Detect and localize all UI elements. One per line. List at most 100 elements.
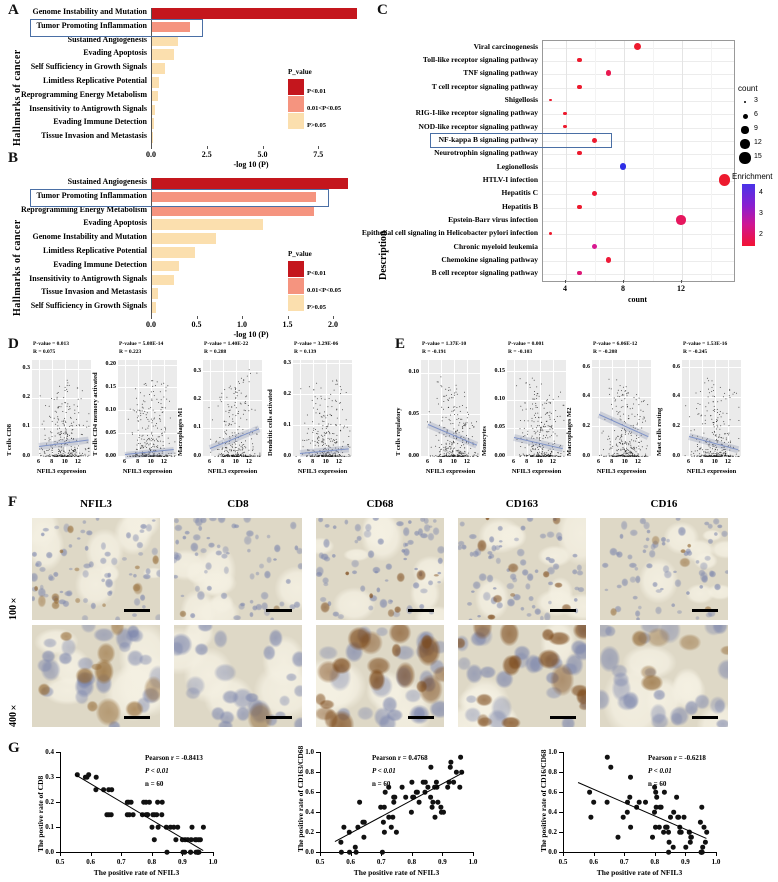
scatter-stats: P-value = 5.08E-14	[119, 341, 164, 347]
count-legend-dot	[742, 113, 748, 119]
y-tick-label: 0.3	[22, 365, 31, 372]
gridline-v	[222, 360, 224, 456]
x-tick-label: 0.0	[146, 150, 156, 159]
count-legend-label: 9	[754, 125, 758, 132]
bar	[152, 118, 154, 129]
scatter-stats: R = 0.075	[33, 349, 56, 355]
pathway-dot	[549, 231, 552, 235]
x-tick-label: 1.0	[237, 320, 247, 329]
legend-label: P<0.01	[307, 88, 327, 95]
pearson-stats: Pearson r = -0.8413	[145, 754, 203, 762]
x-tick-label: 10	[61, 459, 68, 465]
x-tick-mark	[206, 146, 208, 149]
bar	[152, 35, 178, 47]
panel-e-chart: P-value = 1.37E-10 R = -0.191 T cells regu…	[389, 336, 778, 494]
y-tick-label: 0.3	[283, 359, 292, 366]
y-tick-label: 0.2	[672, 422, 681, 429]
bar-category-label: Tumor Promoting Inflammation	[36, 20, 147, 30]
gridline-h	[293, 394, 352, 396]
x-tick-mark	[182, 852, 184, 856]
x-tick-mark	[442, 852, 444, 856]
x-tick-label: 10	[232, 459, 239, 465]
scale-bar	[124, 609, 150, 612]
gridline-h	[32, 368, 91, 370]
gridline-h	[543, 101, 734, 102]
pathway-dot	[563, 124, 567, 129]
count-legend-dot	[740, 139, 750, 149]
ihc-column-title: CD8	[227, 498, 249, 510]
scatter-points	[389, 336, 390, 337]
x-tick-label: 0.5	[55, 858, 65, 866]
scale-bar	[692, 609, 718, 612]
legend-label: P<0.01	[307, 270, 327, 277]
y-tick-mark	[56, 852, 60, 853]
y-tick-mark	[559, 752, 563, 753]
bar-category-label: Genome Instability and Mutation	[32, 232, 147, 242]
gridline-h	[543, 114, 734, 116]
y-tick-label: 1.0	[548, 748, 557, 756]
count-legend-title: count	[738, 84, 758, 93]
gridline-v	[209, 360, 211, 456]
pathway-dot	[591, 244, 597, 250]
gridline-h	[293, 363, 352, 365]
y-tick-label: 0.20	[105, 361, 117, 368]
gridline-h	[118, 387, 177, 389]
x-tick-mark	[565, 280, 566, 283]
pathway-dot	[577, 151, 582, 156]
pathway-label: Epstein-Barr virus infection	[448, 215, 538, 224]
y-tick-label: 0.15	[494, 367, 506, 374]
highlight-box	[30, 189, 329, 207]
legend-label: P>0.05	[307, 304, 327, 311]
x-tick-label: 8	[50, 459, 54, 465]
scatter-y-title: Macrophages M1	[177, 407, 184, 456]
ihc-column-title: NFIL3	[80, 498, 112, 510]
x-axis-title: NFIL3 expression	[122, 468, 173, 475]
gridline-h	[118, 433, 177, 435]
gridline-v	[235, 360, 237, 456]
y-tick-mark	[316, 752, 320, 753]
bar	[152, 288, 159, 299]
x-tick-label: 6	[298, 459, 302, 465]
x-tick-label: 4	[563, 284, 567, 293]
x-tick-label: 0.5	[191, 320, 202, 329]
ihc-row-label: 400×	[8, 701, 19, 727]
gridline-h	[543, 61, 734, 62]
legend-title: P_value	[288, 68, 312, 76]
pathway-label: Neurotrophin signaling pathway	[434, 148, 538, 158]
scatter-stats: P-value = 6.06E-12	[593, 341, 638, 347]
gridline-v	[150, 360, 152, 456]
y-tick-label: 0.10	[105, 406, 117, 413]
pathway-dot	[591, 190, 597, 196]
x-tick-mark	[563, 852, 564, 856]
y-tick-label: 0.1	[283, 421, 292, 428]
gridline-h	[543, 247, 734, 249]
y-tick-label: 0.1	[22, 423, 31, 430]
y-tick-label: 0.6	[582, 363, 591, 370]
y-tick-label: 0.8	[305, 768, 314, 776]
y-axis-line	[60, 752, 62, 852]
y-tick-label: 0.4	[672, 393, 681, 400]
pathway-label: NF-kappa B signaling pathway	[438, 135, 538, 144]
panel-b-label: B	[8, 150, 19, 166]
bar-category-label: Tumor Promoting Inflammation	[36, 190, 147, 200]
x-axis-title: -log 10 (P)	[233, 160, 269, 169]
gridline-v	[711, 41, 712, 281]
panel-a-chart: Hallmarks of cancer Genome Instability an…	[0, 0, 389, 170]
gridline-v	[598, 360, 600, 456]
gridline-v	[466, 360, 468, 456]
x-tick-label: 12	[463, 459, 470, 465]
x-tick-label: 8	[525, 459, 529, 465]
scatter-stats: P-value = 0.013	[33, 341, 69, 347]
hallmarks-axis-title: Hallmarks of cancer	[12, 49, 23, 146]
pearson-stats: n = 60	[145, 780, 164, 788]
gridline-v	[299, 360, 301, 456]
gridline-v	[513, 360, 515, 456]
bar-category-label: Evading Immune Detection	[53, 117, 147, 127]
x-axis-title: NFIL3 expression	[596, 468, 647, 475]
gridline-h	[118, 364, 177, 366]
pathway-dot	[577, 84, 582, 89]
pearson-stats: P < 0.01	[372, 767, 396, 775]
y-tick-mark	[316, 812, 320, 813]
x-tick-label: 0.8	[147, 858, 157, 866]
scale-bar	[408, 609, 434, 612]
